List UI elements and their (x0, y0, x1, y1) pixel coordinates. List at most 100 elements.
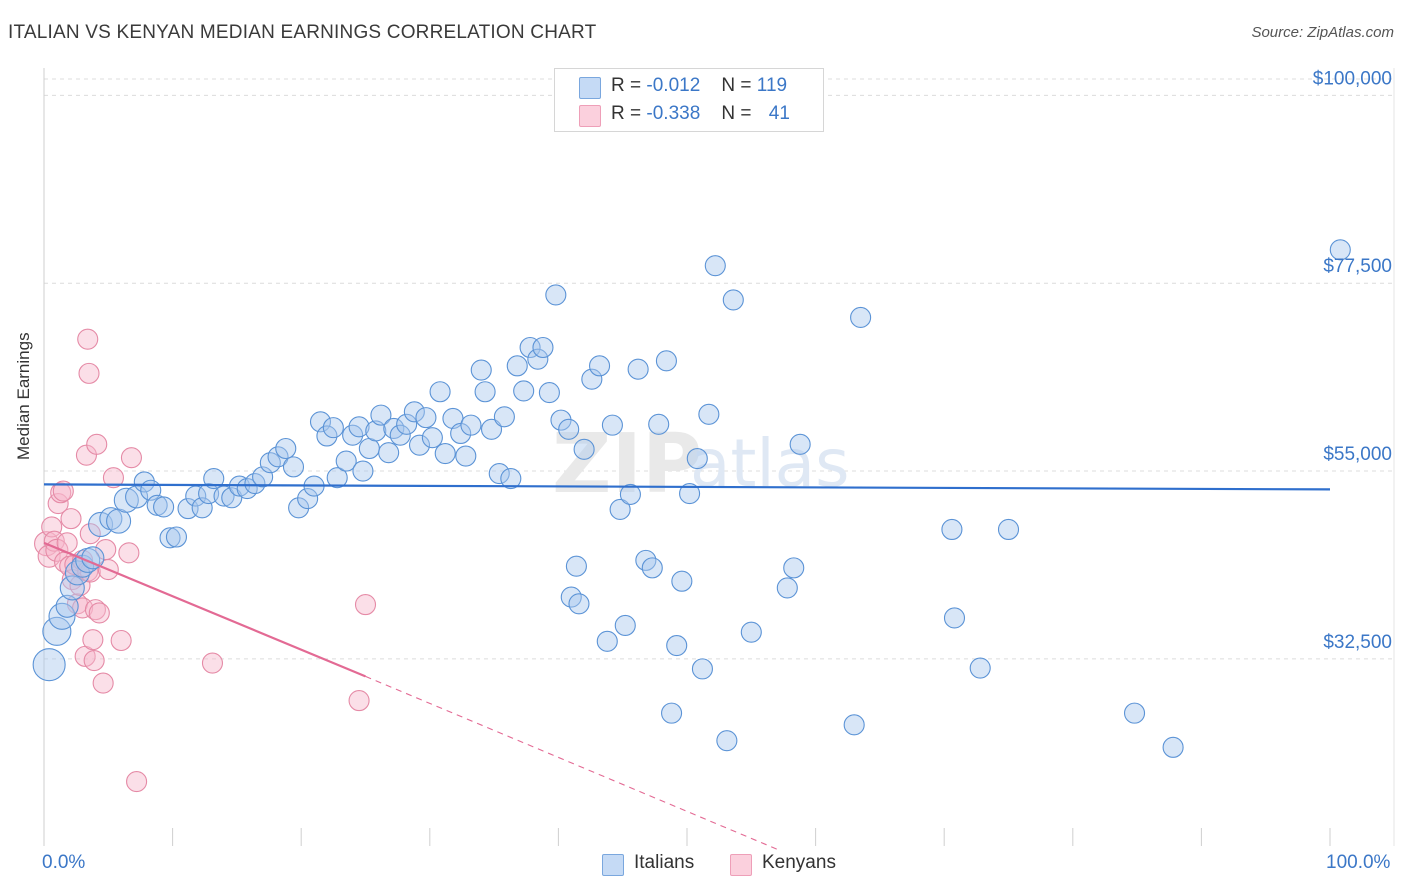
axis-layer (43, 68, 1395, 846)
italians-point (943, 607, 966, 629)
kenyans-legend-label: Kenyans (762, 852, 836, 873)
legend-r-label: R = (611, 75, 642, 96)
italians-point (460, 414, 482, 436)
italians-point (42, 616, 72, 646)
kenyans-point (86, 433, 108, 455)
kenyans-point (118, 542, 140, 564)
italians-point (783, 557, 805, 579)
italians-point (322, 417, 344, 439)
kenyans-point (88, 602, 110, 624)
italians-point (415, 407, 437, 429)
italians-point (532, 336, 554, 359)
legend-n-value: 41 (768, 103, 790, 124)
italians-point (614, 614, 636, 637)
italians-point (191, 497, 213, 519)
italians-point (153, 496, 175, 518)
watermark: ZIP atlas (552, 417, 850, 512)
italians-point (434, 442, 456, 465)
italians-point (716, 730, 738, 752)
kenyans-point (84, 599, 106, 621)
italians-point (288, 497, 310, 519)
italians-point (997, 518, 1020, 541)
italians-point (326, 467, 348, 489)
italians-point (513, 380, 535, 402)
italians-point (655, 350, 677, 372)
kenyans-point (92, 672, 114, 694)
kenyans-point (354, 594, 377, 616)
italians-point (545, 284, 567, 306)
italians-point (661, 702, 683, 724)
italians-trend-line (43, 483, 1331, 491)
kenyans-point (201, 652, 224, 674)
italians-point (159, 527, 181, 549)
kenyans-point (77, 328, 99, 350)
italians-point (609, 498, 631, 520)
italians-point (365, 420, 387, 442)
italians-point (558, 418, 580, 440)
y-tick-label: $32,500 (1323, 632, 1392, 653)
italians-point (941, 518, 963, 541)
italians-point (335, 450, 357, 472)
italians-point (403, 401, 425, 423)
italians-point (568, 593, 590, 615)
italians-point (493, 406, 515, 428)
italians-point (348, 416, 370, 438)
legend-n-label: N = (721, 103, 752, 124)
italians-point (309, 411, 332, 433)
y-tick-label: $100,000 (1313, 68, 1392, 89)
italians-point (740, 621, 762, 643)
italians-point (408, 434, 431, 456)
italians-point (378, 442, 400, 464)
italians-point (666, 634, 688, 657)
kenyans-point (126, 771, 148, 793)
x-tick-label-min: 0.0% (42, 852, 86, 873)
kenyans-point (348, 690, 370, 712)
kenyans-point (83, 649, 105, 672)
italians-point (550, 409, 572, 431)
italians-point (275, 437, 297, 460)
italians-point (969, 657, 991, 679)
italians-point (455, 445, 477, 467)
y-tick-label: $55,000 (1323, 444, 1392, 465)
italians-series (32, 239, 1351, 758)
italians-point (627, 358, 649, 380)
chart-title: ITALIAN VS KENYAN MEDIAN EARNINGS CORREL… (8, 22, 597, 43)
kenyans-legend-swatch (730, 854, 752, 876)
legend-r-value: -0.012 (646, 75, 701, 96)
italians-point (203, 468, 225, 490)
italians-point (370, 404, 392, 426)
italians-point (704, 255, 726, 277)
italians-point (671, 570, 693, 592)
italians-point (850, 306, 872, 328)
y-tick-labels: $32,500 $55,000 $77,500 $100,000 (1313, 68, 1392, 652)
italians-point (601, 414, 623, 436)
italians-point (538, 382, 560, 404)
legend-r-label: R = (611, 103, 642, 124)
y-tick-label: $77,500 (1323, 256, 1392, 277)
kenyans-trend-extension (365, 675, 778, 850)
source-credit: Source: ZipAtlas.com (1251, 24, 1394, 41)
kenyans-point (120, 447, 142, 469)
italians-point (480, 418, 503, 440)
italians-point (519, 336, 541, 359)
italians-point (165, 526, 188, 548)
italians-point (389, 424, 411, 446)
italians-point (474, 381, 496, 403)
italians-point (421, 427, 443, 449)
italians-point (506, 355, 528, 377)
kenyans-swatch (579, 105, 601, 127)
italians-point (383, 417, 405, 440)
italians-point (581, 368, 603, 390)
italians-point (789, 433, 811, 455)
italians-point (352, 460, 374, 482)
grid-layer (44, 78, 1394, 660)
italians-legend-label: Italians (634, 852, 695, 873)
italians-point (1329, 239, 1351, 261)
x-tick-label-max: 100.0% (1326, 852, 1391, 873)
kenyans-point (102, 467, 124, 489)
italians-point (396, 413, 418, 435)
italians-point (59, 575, 85, 601)
italians-point (297, 488, 319, 510)
italians-point (55, 594, 79, 618)
kenyans-point (52, 480, 74, 502)
